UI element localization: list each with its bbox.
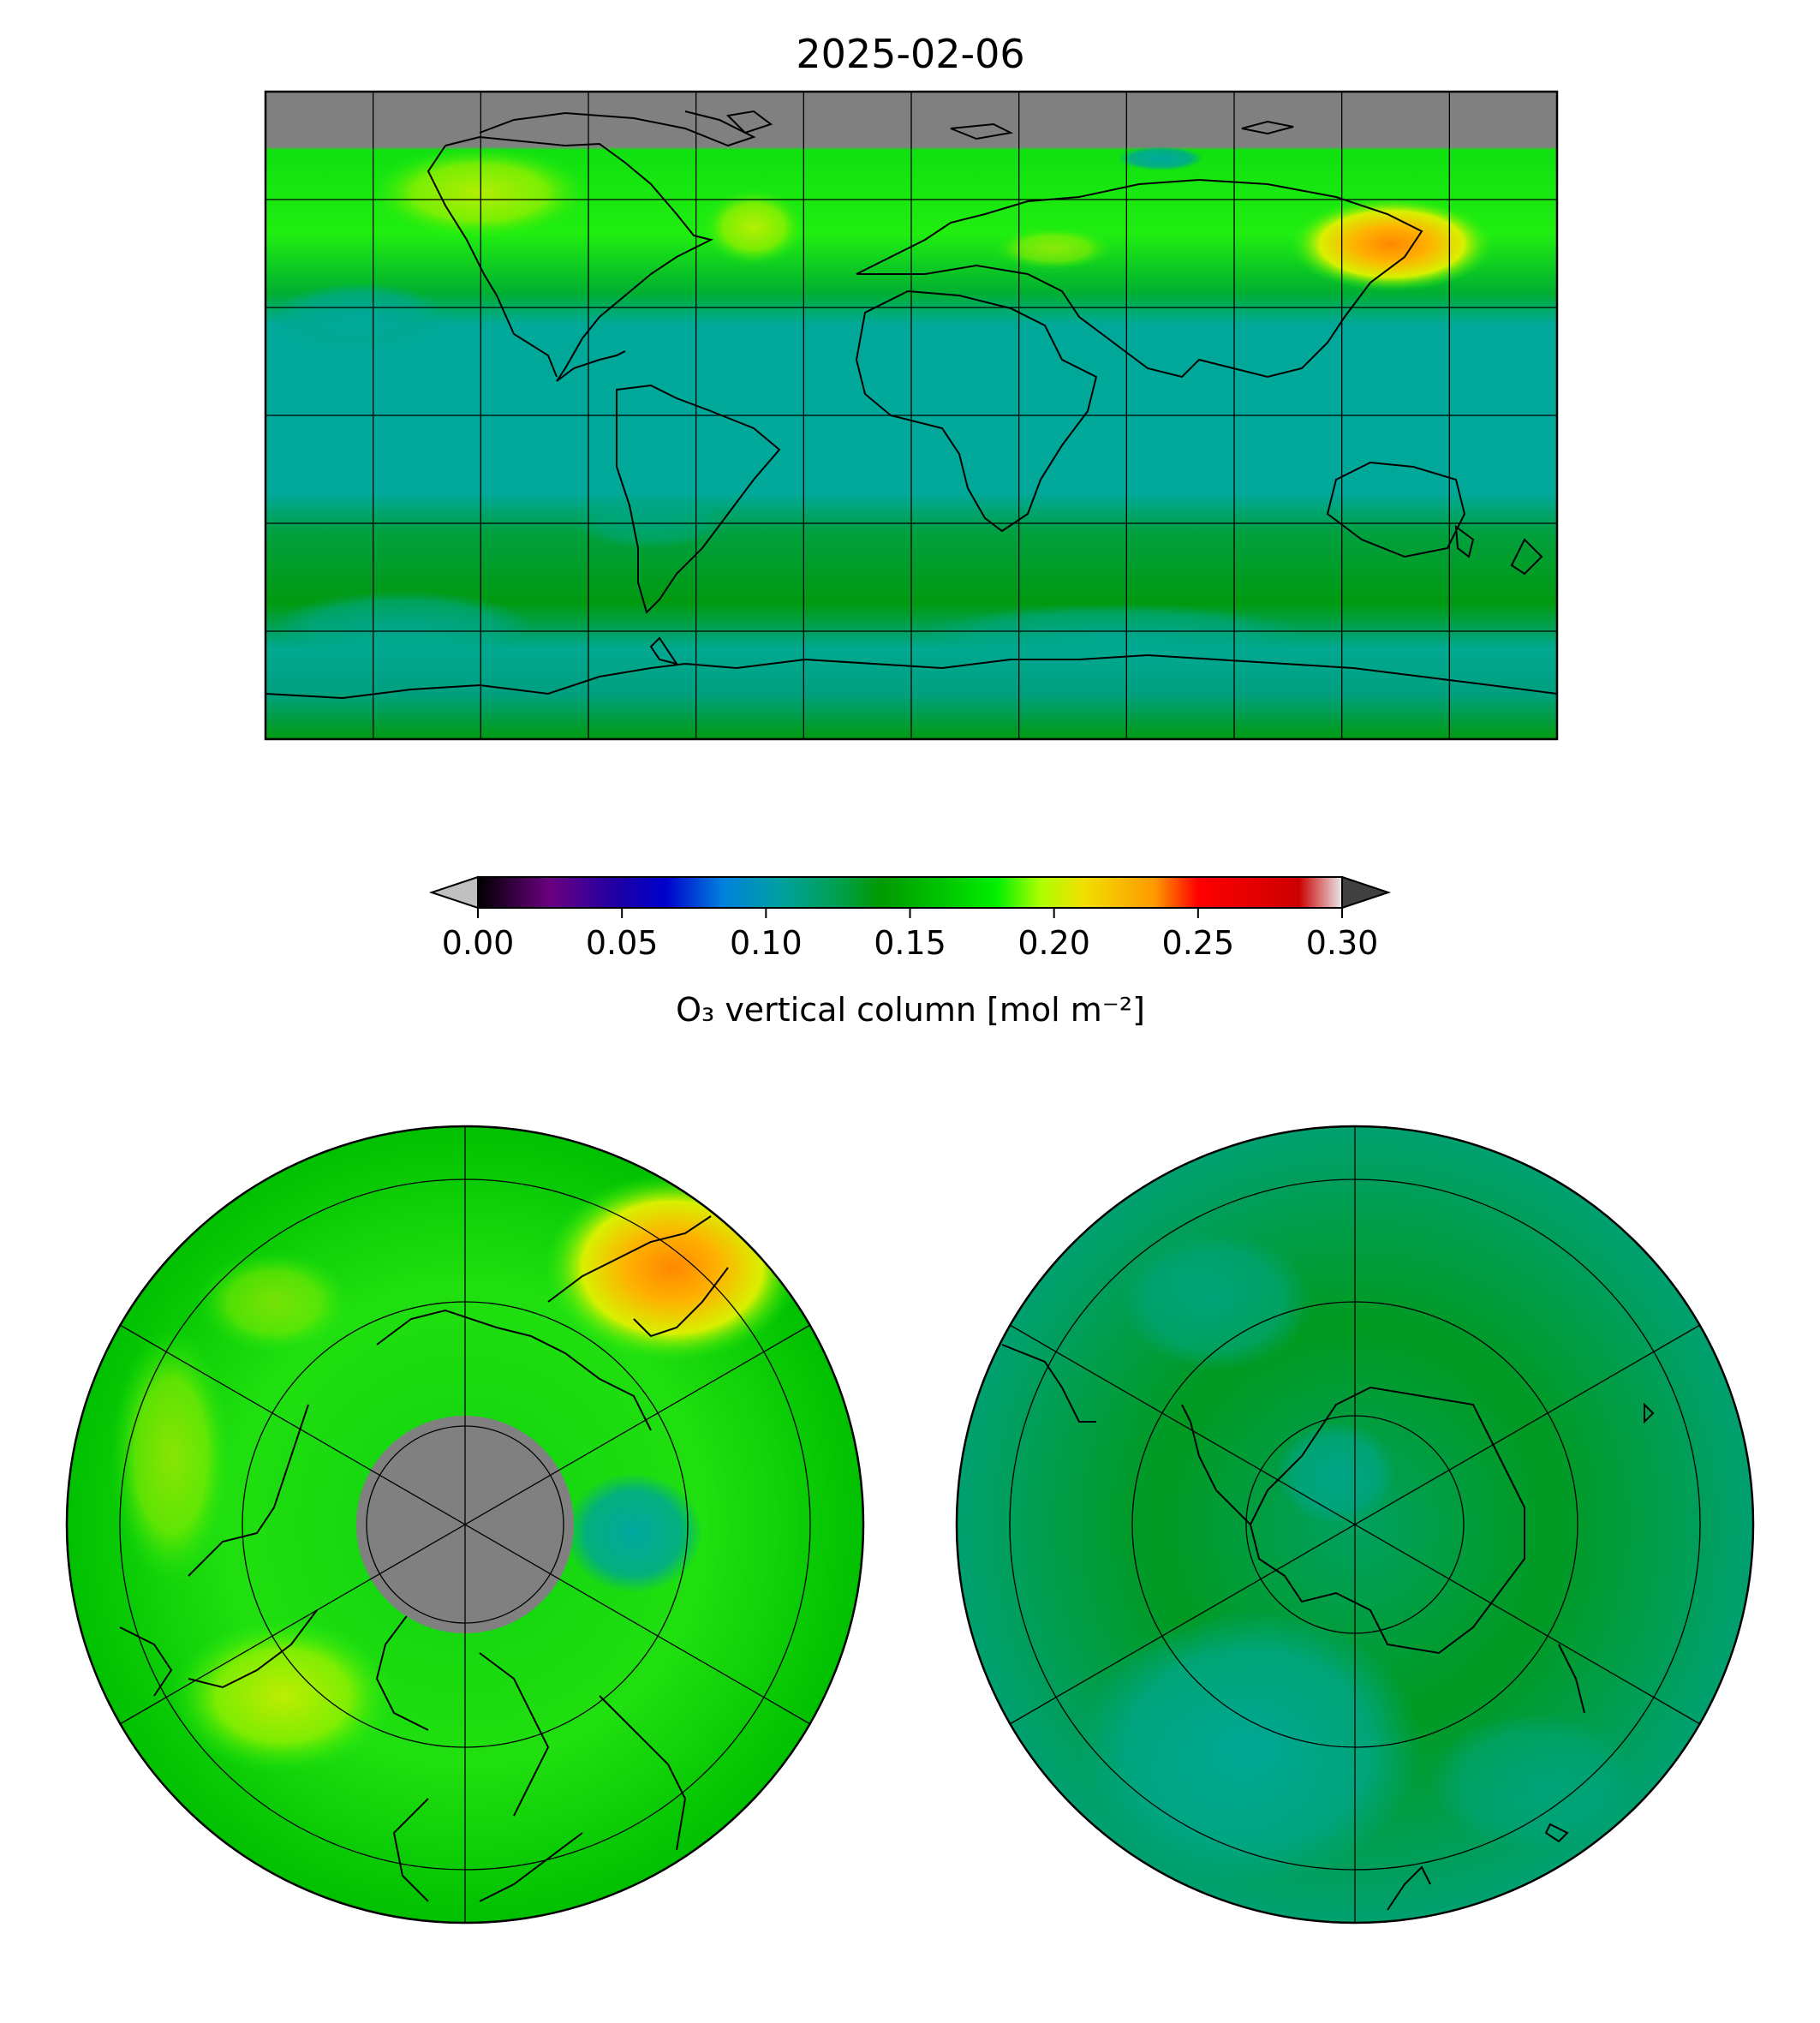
east-asia-hotspot — [1289, 197, 1495, 291]
colorbar-tick-label: 0.05 — [586, 924, 659, 962]
north-polar-hotspot — [544, 1173, 801, 1362]
colorbar-over-arrow — [1341, 875, 1392, 910]
colorbar-under-arrow — [428, 875, 479, 910]
north-polar-yellow-1 — [171, 1619, 394, 1773]
colorbar-ticks: 0.00 0.05 0.10 0.15 0.20 0.25 0.30 — [442, 908, 1379, 962]
south-polar-teal-1 — [1079, 1610, 1422, 1884]
colorbar-tick-label: 0.10 — [730, 924, 803, 962]
north-polar-yellow-2 — [111, 1328, 231, 1584]
north-america-high — [368, 146, 591, 240]
global-map — [264, 90, 1559, 741]
global-gridlines — [266, 92, 1557, 739]
north-polar-map — [65, 1125, 865, 1925]
atlantic-high — [702, 188, 805, 266]
south-polar-coastlines — [1001, 1344, 1655, 1911]
colorbar-tick-label: 0.25 — [1162, 924, 1235, 962]
colorbar-tick-label: 0.00 — [442, 924, 515, 962]
colorbar-tick-label: 0.15 — [874, 924, 946, 962]
north-polar-yellow-3 — [197, 1250, 351, 1353]
southern-teal-1 — [274, 591, 531, 659]
south-polar-teal-4 — [1430, 1713, 1636, 1850]
south-polar-gridlines — [1009, 1126, 1701, 1923]
arctic-low — [1118, 146, 1203, 170]
north-polar-coastlines — [119, 1215, 729, 1902]
north-polar-teal — [565, 1473, 702, 1593]
colorbar-tick-label: 0.30 — [1306, 924, 1379, 962]
pacific-low — [274, 283, 445, 351]
colorbar-bar — [477, 876, 1343, 909]
south-polar-teal-2 — [1122, 1233, 1310, 1370]
southern-teal-2 — [925, 604, 1302, 664]
south-polar-map — [955, 1125, 1755, 1925]
global-coastlines — [266, 110, 1557, 700]
southern-teal-3 — [574, 497, 728, 548]
europe-high — [994, 227, 1113, 270]
south-polar-teal-3 — [1276, 1422, 1396, 1525]
colorbar-tick-label: 0.20 — [1017, 924, 1090, 962]
figure-title: 2025-02-06 — [796, 31, 1024, 77]
colorbar-label: O₃ vertical column [mol m⁻²] — [676, 991, 1145, 1029]
north-polar-gridlines — [119, 1126, 811, 1923]
colorbar: 0.00 0.05 0.10 0.15 0.20 0.25 0.30 O₃ vertical… — [428, 875, 1392, 1029]
